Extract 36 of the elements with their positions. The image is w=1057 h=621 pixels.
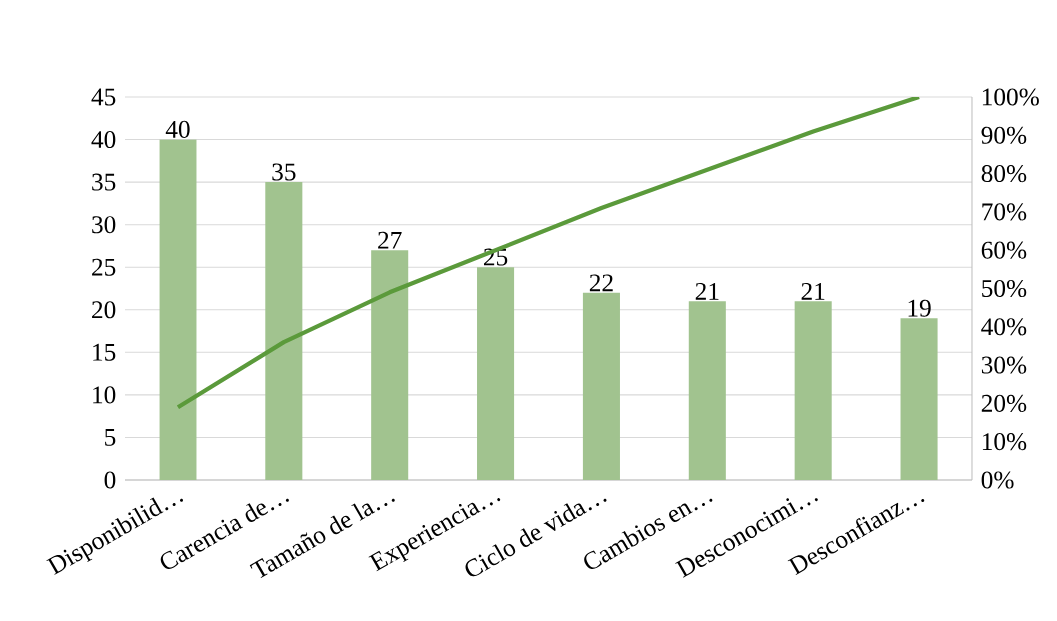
y2-tick-label: 80% [981,165,1027,183]
data-label: 19 [908,299,931,317]
y-tick-label: 30 [92,216,116,234]
y2-tick-label: 50% [982,279,1027,298]
y2-tick-label: 90% [981,126,1027,144]
y-tick-label: 5 [105,429,116,446]
data-label: 27 [378,231,402,249]
data-label: 21 [695,282,719,300]
bar [900,318,938,480]
bar [159,139,197,480]
y2-tick-label: 30% [981,356,1027,374]
data-label: 22 [589,274,613,292]
y2-tick-label: 20% [981,394,1027,412]
bar [794,301,832,480]
y-tick-label: 45 [91,88,116,106]
y-tick-label: 25 [92,258,116,276]
y-tick-label: 10 [93,386,116,404]
y-tick-label: 15 [93,343,116,361]
bar [582,292,620,480]
data-label: 35 [272,163,296,181]
y-tick-label: 0 [104,471,116,489]
y2-tick-label: 60% [981,241,1027,259]
bar [688,301,726,480]
y-tick-label: 20 [92,301,116,319]
bar [265,182,303,480]
y-tick-label: 35 [92,173,116,191]
data-label: 40 [165,120,190,138]
y2-tick-label: 40% [981,318,1027,336]
bar [477,267,515,480]
y-tick-label: 40 [91,131,116,149]
y2-tick-label: 100% [982,88,1039,106]
y2-tick-label: 10% [982,433,1027,451]
data-label: 21 [801,282,825,300]
y2-tick-label: 70% [982,203,1027,221]
y2-tick-label: 0% [981,471,1014,489]
bar [371,250,409,480]
